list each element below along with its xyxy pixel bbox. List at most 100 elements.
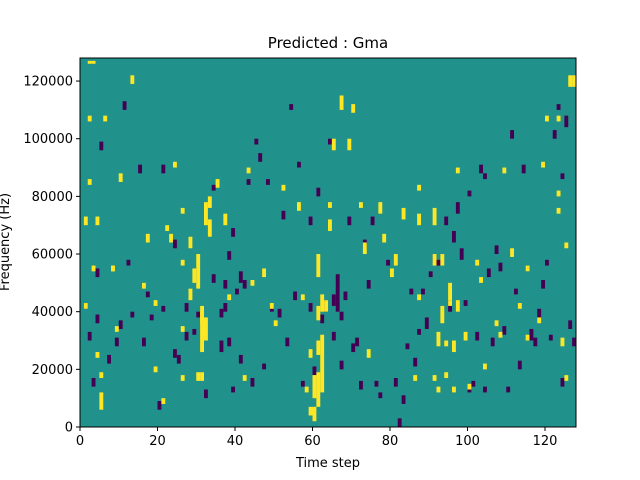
low-energy-cell [320, 314, 325, 324]
high-energy-cell [312, 375, 317, 399]
high-energy-cell [556, 207, 561, 214]
high-energy-cell [413, 375, 418, 381]
low-energy-cell [459, 248, 464, 260]
high-energy-cell [417, 184, 422, 191]
low-energy-cell [277, 308, 282, 318]
high-energy-cell [417, 213, 422, 226]
high-energy-cell [525, 334, 530, 341]
low-energy-cell [107, 354, 112, 364]
high-energy-cell [87, 60, 92, 64]
low-energy-cell [483, 173, 487, 180]
high-energy-cell [432, 207, 437, 226]
low-energy-cell [328, 138, 332, 145]
low-energy-cell [359, 380, 363, 390]
low-energy-cell [436, 259, 441, 266]
high-energy-cell [316, 340, 321, 355]
low-energy-cell [421, 288, 425, 295]
high-energy-cell [312, 406, 317, 422]
low-energy-cell [184, 303, 189, 312]
high-energy-cell [188, 288, 193, 301]
high-energy-cell [180, 375, 185, 381]
high-energy-cell [328, 219, 332, 231]
high-energy-cell [448, 300, 453, 306]
high-energy-cell [304, 386, 309, 393]
high-energy-cell [308, 349, 313, 358]
low-energy-cell [176, 354, 181, 364]
high-energy-cell [432, 254, 437, 266]
high-energy-cell [242, 375, 247, 381]
high-energy-cell [382, 233, 387, 243]
high-energy-cell [436, 331, 441, 347]
low-energy-cell [386, 259, 391, 266]
high-energy-cell [87, 179, 92, 185]
low-energy-cell [316, 187, 321, 197]
high-energy-cell [316, 372, 321, 407]
low-energy-cell [393, 377, 398, 387]
low-energy-cell [254, 138, 259, 145]
low-energy-cell [95, 268, 100, 278]
low-energy-cell [471, 380, 476, 387]
low-energy-cell [452, 230, 456, 243]
plot-frame [79, 57, 577, 428]
low-energy-cell [498, 262, 503, 272]
low-energy-cell [99, 141, 104, 151]
high-energy-cell [393, 254, 398, 266]
low-energy-cell [235, 288, 239, 295]
x-tick-label: 80 [382, 434, 399, 449]
low-energy-cell [541, 279, 546, 289]
high-energy-cell [479, 277, 484, 283]
low-energy-cell [506, 386, 511, 393]
low-energy-cell [514, 288, 518, 295]
high-energy-cell [467, 383, 472, 390]
low-energy-cell [130, 311, 135, 318]
low-energy-cell [463, 300, 468, 306]
low-energy-cell [533, 337, 538, 347]
low-energy-cell [517, 360, 522, 370]
low-energy-cell [552, 130, 557, 139]
low-energy-cell [219, 340, 224, 353]
high-energy-cell [153, 300, 158, 306]
high-energy-cell [95, 216, 100, 226]
low-energy-cell [231, 386, 236, 393]
low-energy-cell [378, 392, 383, 399]
low-energy-cell [211, 184, 216, 191]
low-energy-cell [114, 337, 119, 347]
high-energy-cell [246, 167, 251, 174]
low-energy-cell [351, 343, 356, 353]
high-energy-cell [452, 386, 456, 393]
high-energy-cell [328, 202, 332, 208]
high-energy-cell [227, 294, 232, 301]
high-energy-cell [300, 294, 305, 301]
high-energy-cell [359, 202, 363, 208]
x-axis-label: Time step [295, 456, 360, 471]
x-tick-label: 60 [304, 434, 321, 449]
high-energy-cell [444, 340, 449, 347]
low-energy-cell [502, 326, 507, 335]
low-energy-cell [138, 164, 143, 174]
high-energy-cell [494, 320, 499, 327]
high-energy-cell [455, 300, 460, 312]
high-energy-cell [204, 202, 208, 226]
low-energy-cell [126, 259, 131, 266]
low-energy-cell [455, 202, 460, 214]
high-energy-cell [436, 386, 441, 393]
low-energy-cell [227, 337, 232, 347]
low-energy-cell [145, 291, 150, 298]
y-tick-label: 40000 [32, 305, 73, 320]
high-energy-cell [448, 282, 453, 301]
low-energy-cell [560, 173, 565, 180]
high-energy-cell [118, 173, 123, 182]
low-energy-cell [285, 337, 290, 347]
low-energy-cell [467, 190, 472, 197]
high-energy-cell [560, 337, 565, 347]
high-energy-cell [169, 233, 174, 243]
low-energy-cell [424, 317, 429, 329]
heatmap-cells [83, 60, 577, 427]
high-energy-cell [316, 305, 321, 321]
y-tick-label: 20000 [32, 363, 73, 378]
low-energy-cell [374, 380, 379, 387]
y-axis-label: Frequency (Hz) [0, 193, 13, 291]
low-energy-cell [173, 349, 177, 358]
high-energy-cell [200, 372, 205, 381]
